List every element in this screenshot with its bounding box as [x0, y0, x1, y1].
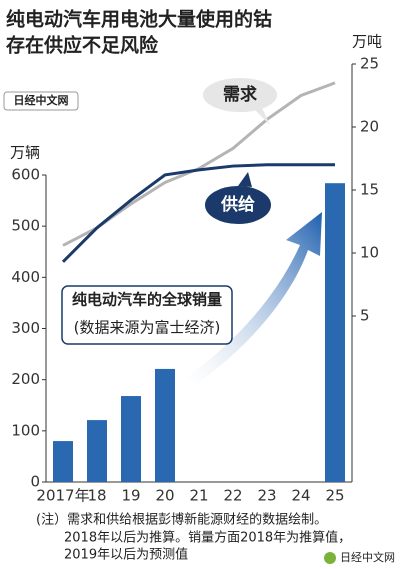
note: (注）需求和供给根据彭博新能源财经的数据绘制。	[36, 512, 327, 528]
x-tick-label: 22	[223, 487, 242, 505]
y2-tick-label: 10	[360, 244, 379, 262]
y-axis-label: 万辆	[10, 144, 40, 162]
supply-bubble	[203, 184, 273, 226]
watermark: 日经中文网	[340, 550, 395, 564]
legend-box	[61, 285, 233, 345]
y-tick-label: 0	[30, 473, 40, 491]
bar	[121, 396, 141, 482]
note: 2018年以后为推算。销量方面2018年为推算值，	[64, 530, 351, 546]
chart-title: 纯电动汽车用电池大量使用的钴	[6, 8, 272, 31]
x-tick-label: 20	[155, 487, 174, 505]
bar	[325, 183, 345, 483]
legend-label: 需求	[223, 84, 257, 105]
chart-title: 存在供应不足风险	[6, 34, 159, 57]
y2-tick-label: 5	[360, 307, 370, 325]
source: (数据来源为富士经济)	[74, 319, 221, 337]
x-tick-label: 25	[325, 487, 344, 505]
demand-bubble	[201, 76, 279, 114]
y-tick-label: 500	[11, 217, 40, 235]
demand-bubble-tail	[255, 108, 270, 125]
bar	[87, 420, 107, 482]
y-tick-label: 400	[11, 268, 40, 286]
line	[61, 163, 335, 263]
y-tick-label: 300	[11, 319, 40, 337]
x-tick-label: 23	[257, 487, 276, 505]
x-tick-label: 18	[87, 487, 106, 505]
y2-axis-label: 万吨	[352, 33, 382, 51]
bar	[53, 441, 73, 482]
x-tick-label: 24	[291, 487, 310, 505]
y2-tick-label: 20	[360, 118, 379, 136]
y-tick-label: 100	[11, 421, 40, 439]
watermark-badge	[3, 91, 79, 111]
y-tick-label: 200	[11, 370, 40, 388]
legend-label: 供给	[220, 194, 255, 215]
trend-arrow	[185, 212, 322, 385]
watermark: 日经中文网	[14, 93, 69, 107]
y2-tick-label: 25	[360, 55, 379, 73]
supply-bubble-tail	[238, 172, 252, 187]
y-tick-label: 600	[11, 166, 40, 184]
note: 2019年以后为预测值	[64, 547, 188, 563]
y2-tick-label: 15	[360, 181, 379, 199]
legend-label: 纯电动汽车的全球销量	[72, 291, 222, 309]
x-tick-label: 19	[121, 487, 140, 505]
watermark-icon	[324, 552, 336, 564]
x-tick-label: 2017年	[36, 487, 89, 505]
x-tick-label: 21	[189, 487, 208, 505]
bar	[155, 368, 175, 482]
